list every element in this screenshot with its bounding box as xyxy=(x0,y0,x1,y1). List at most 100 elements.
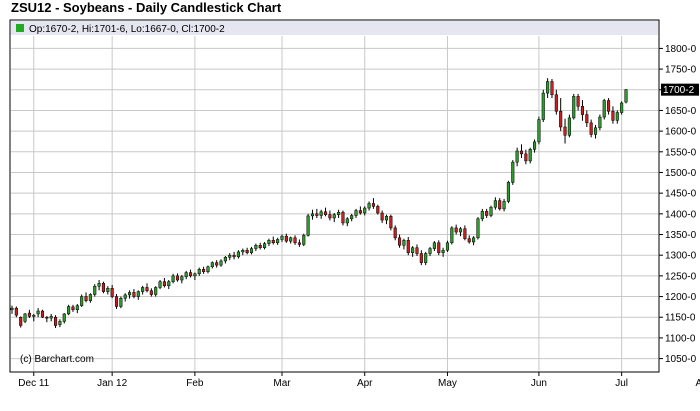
candle-body-up xyxy=(593,127,598,135)
candle-body-up xyxy=(533,141,537,150)
candle-body-up xyxy=(332,214,336,219)
candle-body-up xyxy=(67,306,71,315)
candle xyxy=(249,246,254,255)
x-tick-label: May xyxy=(438,378,457,389)
candle-body-down xyxy=(114,296,119,307)
candle-body-down xyxy=(323,211,328,215)
candle xyxy=(337,209,341,218)
candle-body-down xyxy=(467,238,471,243)
candle xyxy=(141,285,145,295)
candle xyxy=(328,210,332,221)
candle xyxy=(149,288,153,297)
candle-body-down xyxy=(14,307,18,316)
candle-body-down xyxy=(559,111,563,128)
candle-body-up xyxy=(228,254,232,258)
candle-body-up xyxy=(310,213,315,217)
y-tick-label: 1450-0 xyxy=(665,189,697,200)
candle-body-down xyxy=(419,253,423,263)
candle xyxy=(537,116,541,145)
credit-text: (c) Barchart.com xyxy=(20,354,94,365)
y-tick-label: 1300-0 xyxy=(665,251,697,262)
candle-body-down xyxy=(132,292,136,297)
candle xyxy=(175,273,180,282)
candle-body-down xyxy=(110,288,114,297)
candle xyxy=(188,269,193,278)
candle-body-up xyxy=(171,275,175,282)
candle xyxy=(620,101,624,115)
candle-body-down xyxy=(175,275,180,281)
candle-body-up xyxy=(249,248,254,253)
candle-body-up xyxy=(206,266,210,272)
candle xyxy=(524,149,528,165)
candle xyxy=(297,239,301,247)
candle-body-down xyxy=(563,126,567,136)
candle-body-down xyxy=(519,150,524,155)
candle xyxy=(19,316,23,328)
candle xyxy=(615,110,619,124)
candle xyxy=(376,204,380,215)
candle-body-up xyxy=(319,211,323,216)
candle xyxy=(607,98,611,115)
candle-body-down xyxy=(398,237,402,246)
candle xyxy=(380,210,384,223)
candle xyxy=(80,294,84,307)
candle xyxy=(576,93,580,111)
candle xyxy=(602,98,606,120)
candle-body-down xyxy=(215,262,219,266)
candle-body-up xyxy=(193,273,197,277)
candle xyxy=(49,313,53,322)
candle xyxy=(215,260,219,268)
candle xyxy=(245,247,249,255)
candle xyxy=(389,214,393,231)
candle xyxy=(119,296,123,309)
candle xyxy=(315,208,319,218)
candle-body-up xyxy=(489,206,493,216)
candle-body-up xyxy=(620,102,624,113)
candle-body-down xyxy=(580,106,585,115)
candle xyxy=(184,270,188,280)
candle xyxy=(193,272,197,281)
candle xyxy=(406,237,410,256)
candle xyxy=(472,236,476,246)
candle-body-up xyxy=(75,305,79,311)
plot-frame xyxy=(9,19,660,373)
candle xyxy=(128,290,132,299)
candle xyxy=(276,237,280,245)
candle xyxy=(114,294,119,309)
candle xyxy=(267,238,271,247)
candle-body-down xyxy=(232,254,236,258)
candle xyxy=(350,213,354,222)
candle-body-up xyxy=(441,249,445,253)
candle-body-up xyxy=(184,272,188,277)
candle-body-up xyxy=(306,215,310,236)
candle-body-up xyxy=(602,100,606,118)
candle-body-down xyxy=(188,272,193,277)
candle-body-down xyxy=(498,200,502,210)
candle-body-down xyxy=(71,306,75,311)
candle xyxy=(202,266,206,274)
candle xyxy=(519,144,524,159)
candle-body-up xyxy=(472,237,476,243)
candle xyxy=(428,246,432,257)
candle xyxy=(476,217,480,240)
candle xyxy=(419,250,423,266)
candle xyxy=(310,209,315,220)
candle xyxy=(415,244,419,257)
candle-body-down xyxy=(589,122,593,135)
candle-body-down xyxy=(358,210,362,214)
candle-body-up xyxy=(49,316,53,319)
candle xyxy=(97,280,101,291)
candle-body-down xyxy=(463,228,467,239)
candle-body-up xyxy=(123,294,127,299)
candle xyxy=(162,277,166,288)
candle xyxy=(563,118,567,144)
candle-body-down xyxy=(576,96,580,107)
candle xyxy=(506,180,510,204)
x-tick-label: Feb xyxy=(186,378,204,389)
candle xyxy=(402,238,406,250)
horizontal-gridlines xyxy=(11,47,658,360)
candle xyxy=(180,275,184,284)
candle-body-up xyxy=(128,292,132,296)
candle-body-down xyxy=(315,213,319,216)
ohlc-legend-bar xyxy=(11,21,658,35)
